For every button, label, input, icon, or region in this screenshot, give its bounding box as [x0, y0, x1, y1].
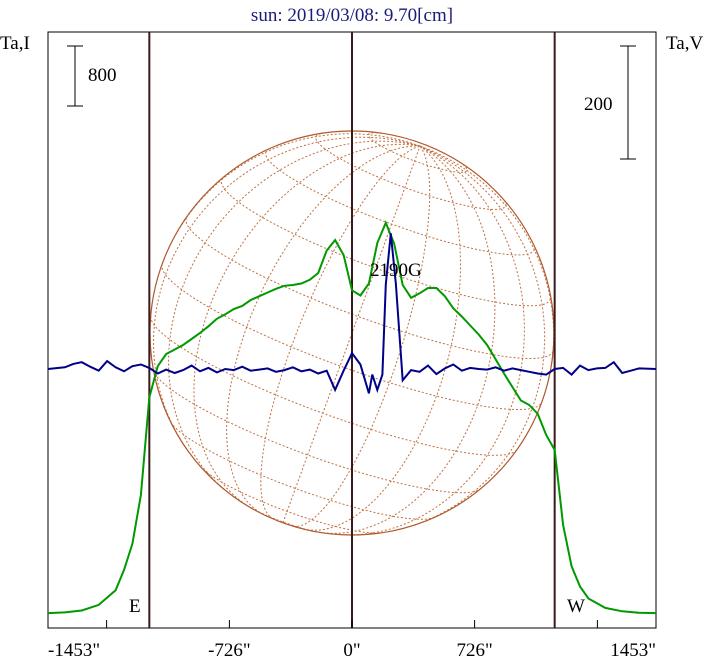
intensity-curve [47, 220, 657, 615]
x-ticks: -1453" -726" 0" 726" 1453" [48, 620, 656, 661]
grid-meridian [167, 140, 421, 493]
grid-meridian [152, 136, 421, 451]
left-scale-bar [67, 45, 83, 107]
grid-parallel [265, 148, 536, 256]
grid-parallel [152, 369, 481, 494]
grid-meridian [345, 145, 525, 535]
right-scale-label: 200 [584, 94, 613, 115]
west-limb-label: W [567, 596, 585, 617]
grid-parallel [161, 263, 543, 410]
grid-parallel [170, 421, 434, 520]
right-scale-bar [620, 45, 636, 160]
grid-meridian [302, 145, 462, 531]
grid-meridian [226, 145, 421, 516]
solar-grid [150, 132, 554, 535]
grid-parallel [200, 466, 382, 534]
grid-parallel [368, 132, 468, 173]
grid-meridian [282, 145, 421, 523]
grid-meridian [260, 145, 421, 520]
chart-title: sun: 2019/03/08: 9.70[cm] [251, 5, 453, 26]
grid-meridian [419, 145, 554, 403]
grid-meridian [318, 145, 496, 534]
limb-lines [148, 32, 556, 628]
east-limb-label: E [129, 596, 141, 617]
left-axis-label: Ta,I [0, 33, 30, 54]
x-tick-label: 726" [456, 640, 492, 661]
x-tick-label: -1453" [48, 640, 100, 661]
grid-parallel [150, 316, 518, 456]
grid-meridian [193, 143, 421, 508]
polarization-curve [47, 233, 657, 394]
x-tick-label: 0" [343, 640, 360, 661]
grid-meridian [293, 145, 431, 527]
peak-annotation: 2190G [370, 260, 422, 281]
right-axis-label: Ta,V [666, 33, 703, 54]
x-tick-label: -726" [208, 640, 251, 661]
left-scale-label: 800 [88, 65, 117, 86]
grid-meridian [402, 145, 546, 529]
x-tick-label: 1453" [610, 640, 656, 661]
grid-parallel [185, 217, 554, 359]
